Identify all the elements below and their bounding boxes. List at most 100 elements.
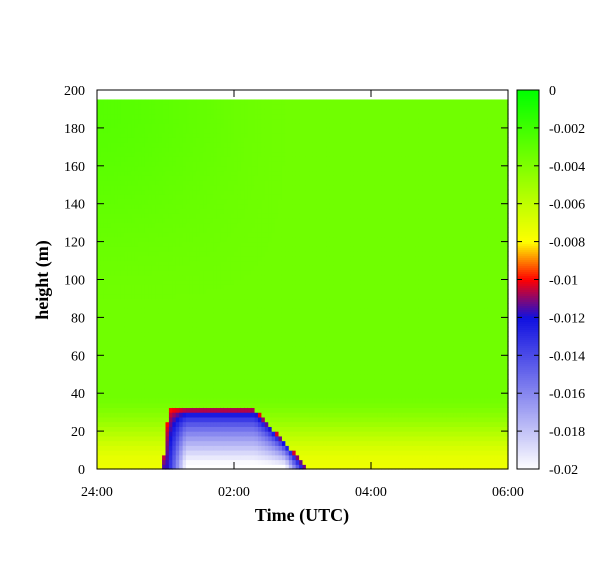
heatmap-cell	[278, 246, 283, 252]
heatmap-cell	[299, 232, 304, 238]
heatmap-cell	[97, 132, 102, 138]
heatmap-cell	[227, 402, 232, 409]
heatmap-cell	[261, 279, 266, 285]
heatmap-cell	[192, 407, 197, 413]
heatmap-cell	[199, 274, 204, 281]
heatmap-cell	[158, 454, 163, 461]
heatmap-cell	[292, 279, 297, 285]
heatmap-cell	[179, 241, 184, 247]
heatmap-cell	[189, 369, 194, 375]
heatmap-cell	[247, 270, 252, 276]
heatmap-cell	[110, 123, 115, 129]
heatmap-cell	[179, 364, 184, 371]
heatmap-cell	[134, 270, 139, 276]
heatmap-cell	[138, 412, 143, 418]
heatmap-cell	[107, 293, 112, 300]
heatmap-cell	[261, 298, 266, 304]
heatmap-cell	[305, 284, 310, 290]
heatmap-cell	[182, 336, 187, 342]
heatmap-cell	[148, 416, 153, 423]
heatmap-cell	[199, 459, 204, 465]
heatmap-cell	[117, 312, 122, 318]
heatmap-cell	[305, 336, 310, 342]
heatmap-cell	[299, 435, 304, 442]
heatmap-cell	[97, 393, 102, 399]
heatmap-cell	[237, 198, 242, 205]
heatmap-cell	[168, 236, 173, 243]
heatmap-cell	[230, 293, 235, 300]
heatmap-cell	[120, 350, 125, 356]
heatmap-cell	[230, 118, 235, 124]
heatmap-cell	[131, 198, 136, 205]
heatmap-cell	[179, 307, 184, 314]
heatmap-cell	[97, 378, 102, 385]
heatmap-cell	[175, 440, 180, 446]
heatmap-cell	[261, 246, 266, 252]
heatmap-cell	[107, 175, 112, 181]
heatmap-cell	[213, 132, 218, 138]
heatmap-cell	[120, 127, 125, 134]
heatmap-cell	[155, 156, 160, 162]
heatmap-cell	[144, 189, 149, 195]
heatmap-cell	[175, 146, 180, 153]
heatmap-cell	[203, 156, 208, 162]
heatmap-cell	[203, 407, 208, 413]
heatmap-cell	[179, 421, 184, 427]
heatmap-cell	[97, 213, 102, 219]
heatmap-cell	[223, 397, 228, 404]
heatmap-cell	[257, 175, 262, 181]
heatmap-cell	[244, 421, 249, 427]
heatmap-cell	[162, 288, 167, 295]
heatmap-cell	[110, 345, 115, 352]
heatmap-cell	[210, 151, 215, 157]
heatmap-cell	[247, 374, 252, 380]
heatmap-cell	[292, 307, 297, 314]
heatmap-cell	[251, 265, 256, 271]
heatmap-cell	[230, 132, 235, 138]
heatmap-cell	[168, 161, 173, 167]
heatmap-cell	[172, 232, 177, 238]
heatmap-cell	[281, 445, 286, 451]
heatmap-cell	[172, 303, 177, 309]
heatmap-cell	[278, 146, 283, 153]
heatmap-cell	[237, 326, 242, 333]
heatmap-cell	[299, 270, 304, 276]
heatmap-cell	[134, 317, 139, 323]
heatmap-cell	[309, 180, 314, 186]
heatmap-cell	[275, 298, 280, 304]
heatmap-cell	[213, 151, 218, 157]
heatmap-cell	[234, 336, 239, 342]
heatmap-cell	[172, 270, 177, 276]
heatmap-cell	[103, 426, 108, 432]
heatmap-cell	[302, 127, 307, 134]
heatmap-cell	[120, 426, 125, 432]
heatmap-cell	[182, 416, 187, 423]
heatmap-cell	[254, 213, 259, 219]
heatmap-cell	[257, 307, 262, 314]
heatmap-cell	[292, 435, 297, 442]
heatmap-cell	[131, 393, 136, 399]
heatmap-cell	[312, 284, 317, 290]
heatmap-cell	[220, 227, 225, 233]
heatmap-cell	[254, 165, 259, 172]
heatmap-cell	[206, 445, 211, 451]
heatmap-cell	[257, 345, 262, 352]
heatmap-cell	[220, 222, 225, 228]
heatmap-cell	[97, 383, 102, 390]
heatmap-cell	[100, 303, 105, 309]
heatmap-cell	[213, 312, 218, 318]
heatmap-cell	[151, 317, 156, 323]
heatmap-cell	[309, 142, 314, 148]
heatmap-cell	[182, 274, 187, 281]
heatmap-cell	[97, 303, 102, 309]
heatmap-cell	[216, 426, 221, 432]
heatmap-cell	[162, 307, 167, 314]
heatmap-cell	[120, 184, 125, 191]
heatmap-cell	[179, 350, 184, 356]
heatmap-cell	[220, 307, 225, 314]
heatmap-cell	[97, 227, 102, 233]
heatmap-cell	[186, 397, 191, 404]
heatmap-cell	[309, 374, 314, 380]
heatmap-cell	[168, 156, 173, 162]
heatmap-cell	[203, 208, 208, 214]
